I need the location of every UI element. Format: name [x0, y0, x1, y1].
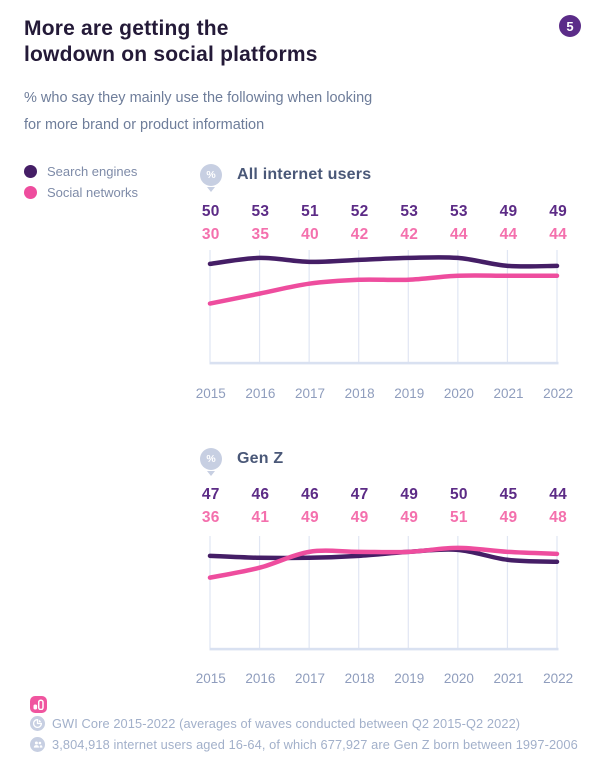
x-axis-tick-label: 2016 [245, 671, 276, 686]
percent-icon-tail [207, 471, 215, 476]
x-axis-line [209, 647, 559, 651]
data-label: 47 [201, 486, 220, 503]
chart-title: Gen Z [237, 450, 284, 467]
x-axis-tick-label: 2018 [344, 671, 375, 686]
page-title-line2: lowdown on social platforms [24, 43, 318, 66]
source-text: GWI Core 2015-2022 (averages of waves co… [52, 716, 521, 731]
pie-chart-icon [30, 716, 45, 731]
page-number: 5 [566, 18, 574, 34]
people-icon [30, 737, 45, 752]
data-label: 53 [251, 203, 270, 220]
social-networks-value-row: 36 41 49 49 49 51 49 48 [186, 509, 583, 527]
data-label: 50 [201, 203, 220, 220]
x-axis-tick-label: 2018 [344, 386, 375, 401]
bar-chart-icon [30, 696, 47, 713]
data-label: 46 [301, 486, 319, 503]
data-label: 53 [400, 203, 419, 220]
plot-svg [207, 536, 560, 651]
data-label: 53 [450, 203, 468, 220]
percent-icon-tail [207, 187, 215, 192]
percent-balloon-icon: % [200, 448, 222, 476]
legend-label: Social networks [47, 185, 139, 200]
data-label: 48 [549, 509, 568, 526]
x-axis-tick-label: 2019 [394, 671, 425, 686]
x-axis-tick-label: 2019 [394, 386, 425, 401]
data-label: 52 [350, 203, 369, 220]
legend-label: Search engines [47, 164, 138, 179]
data-label: 35 [251, 226, 270, 243]
x-axis-tick-label: 2021 [493, 386, 524, 401]
x-axis-tick-label: 2015 [195, 671, 226, 686]
base-text: 3,804,918 internet users aged 16-64, of … [52, 737, 578, 752]
base-line: 3,804,918 internet users aged 16-64, of … [30, 737, 578, 752]
data-label: 42 [400, 226, 419, 243]
data-label: 36 [201, 509, 220, 526]
data-label: 50 [450, 486, 468, 503]
x-axis-tick-label: 2020 [443, 671, 474, 686]
search-engines-value-row: 50 53 51 52 53 53 49 49 [186, 203, 583, 221]
data-label: 49 [499, 203, 518, 220]
x-axis-tick-label: 2022 [543, 671, 574, 686]
data-label: 47 [350, 486, 369, 503]
subtitle-line2: for more brand or product information [24, 117, 265, 133]
source-line: GWI Core 2015-2022 (averages of waves co… [30, 716, 520, 731]
line-plot [207, 536, 560, 652]
data-label: 41 [251, 509, 270, 526]
x-axis-tick-label: 2015 [195, 386, 226, 401]
search-engines-value-row: 47 46 46 47 49 50 45 44 [186, 486, 583, 504]
data-label: 44 [499, 226, 518, 243]
social-networks-dot-icon [24, 186, 37, 199]
search-engines-dot-icon [24, 165, 37, 178]
percent-balloon-icon: % [200, 164, 222, 192]
data-label: 51 [450, 509, 468, 526]
x-axis-tick-label: 2016 [245, 386, 276, 401]
x-axis-tick-label: 2020 [443, 386, 474, 401]
chart-title: All internet users [237, 166, 372, 183]
x-axis-labels: 2015 2016 2017 2018 2019 2020 2021 2022 [186, 386, 583, 401]
data-label: 49 [400, 509, 419, 526]
percent-icon: % [200, 448, 222, 470]
page-title-line1: More are getting the [24, 17, 229, 40]
x-axis-tick-label: 2017 [295, 386, 326, 401]
page-number-badge: 5 [559, 15, 581, 37]
data-label: 44 [549, 486, 568, 503]
x-axis-line [209, 361, 559, 365]
legend-item-social-networks: Social networks [24, 182, 138, 203]
data-label: 49 [549, 203, 568, 220]
legend-item-search-engines: Search engines [24, 161, 138, 182]
data-label: 44 [450, 226, 468, 243]
page-title: More are getting the lowdown on social p… [24, 16, 318, 68]
subtitle-line1: % who say they mainly use the following … [24, 90, 373, 106]
legend: Search engines Social networks [24, 161, 138, 203]
data-label: 40 [301, 226, 319, 243]
series-line-search-engines [207, 255, 560, 269]
data-label: 51 [301, 203, 319, 220]
x-axis-labels: 2015 2016 2017 2018 2019 2020 2021 2022 [186, 671, 583, 686]
data-label: 30 [201, 226, 220, 243]
series-line-social-networks [207, 545, 560, 580]
social-networks-value-row: 30 35 40 42 42 44 44 44 [186, 226, 583, 244]
x-axis-tick-label: 2022 [543, 386, 574, 401]
line-plot [207, 250, 560, 366]
x-axis-tick-label: 2021 [493, 671, 524, 686]
data-label: 49 [499, 509, 518, 526]
data-label: 49 [301, 509, 319, 526]
data-label: 45 [499, 486, 518, 503]
plot-svg [207, 250, 560, 365]
data-label: 44 [549, 226, 568, 243]
x-axis-tick-label: 2017 [295, 671, 326, 686]
data-label: 49 [400, 486, 419, 503]
series-line-social-networks [207, 273, 560, 306]
data-label: 46 [251, 486, 270, 503]
data-label: 49 [350, 509, 369, 526]
percent-icon: % [200, 164, 222, 186]
chart-subtitle: % who say they mainly use the following … [24, 85, 372, 139]
data-label: 42 [350, 226, 369, 243]
